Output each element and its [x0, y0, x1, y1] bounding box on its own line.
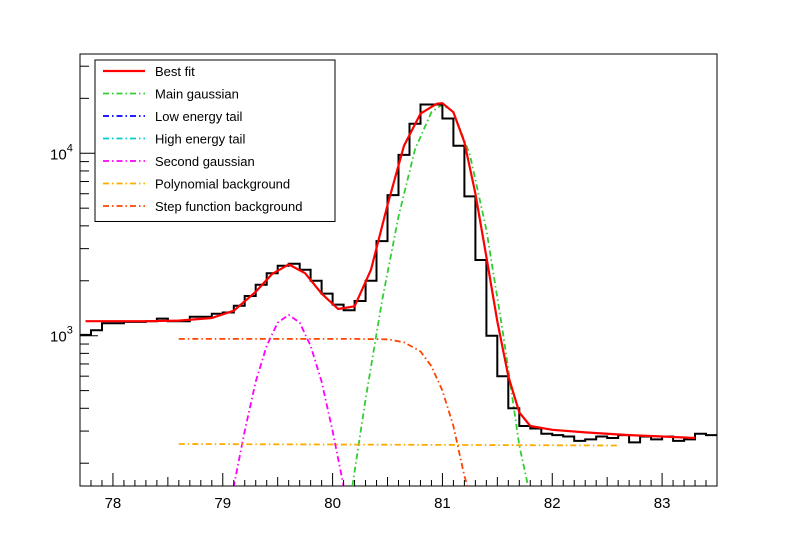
y-tick-label: 104 — [50, 142, 73, 163]
x-tick-label: 83 — [654, 495, 671, 512]
histogram-steps — [80, 103, 717, 444]
series-line-second-gaussian — [232, 313, 345, 486]
legend-label-main-gaussian: Main gaussian — [155, 87, 239, 102]
axes-layer: 78 79 80 81 82 83 103 104 — [50, 65, 718, 512]
histogram-layer — [80, 103, 717, 444]
x-tick-label: 79 — [214, 495, 231, 512]
legend-label-second-gaussian: Second gaussian — [155, 154, 255, 169]
series-line-step-function-background — [178, 337, 469, 486]
x-tick-label: 80 — [324, 495, 341, 512]
fit-layer — [85, 102, 696, 440]
legend-label-high-energy-tail: High energy tail — [155, 132, 245, 147]
series-line-polynomial-background — [178, 443, 619, 447]
x-tick-label: 78 — [105, 495, 122, 512]
x-tick-label: 81 — [434, 495, 451, 512]
y-tick-label: 103 — [50, 325, 73, 346]
legend-box — [94, 59, 336, 222]
x-tick-label: 82 — [544, 495, 561, 512]
legend-label-step-function-background: Step function background — [155, 199, 302, 214]
legend-label-best-fit: Best fit — [155, 64, 195, 79]
series-line-best-fit — [85, 102, 696, 440]
legend: Best fit Main gaussian Low energy tail High… — [94, 59, 336, 222]
legend-label-low-energy-tail: Low energy tail — [155, 109, 243, 124]
legend-label-polynomial-background: Polynomial background — [155, 177, 290, 192]
